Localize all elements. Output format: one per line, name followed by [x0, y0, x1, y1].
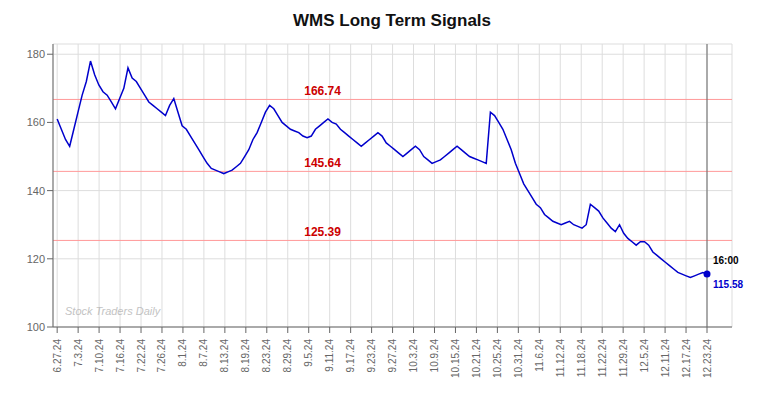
svg-text:160: 160 [27, 116, 45, 128]
svg-text:7.16.24: 7.16.24 [115, 339, 126, 373]
svg-text:100: 100 [27, 321, 45, 333]
svg-text:11.29.24: 11.29.24 [618, 339, 629, 378]
svg-text:9.5.24: 9.5.24 [303, 339, 314, 367]
svg-text:10.31.24: 10.31.24 [513, 339, 524, 378]
svg-text:8.7.24: 8.7.24 [198, 339, 209, 367]
svg-text:9.27.24: 9.27.24 [387, 339, 398, 373]
svg-text:8.29.24: 8.29.24 [282, 339, 293, 373]
svg-text:115.58: 115.58 [713, 279, 743, 290]
svg-text:8.1.24: 8.1.24 [177, 339, 188, 367]
svg-text:8.19.24: 8.19.24 [240, 339, 251, 373]
svg-text:140: 140 [27, 185, 45, 197]
svg-text:12.17.24: 12.17.24 [681, 339, 692, 378]
svg-text:8.23.24: 8.23.24 [261, 339, 272, 373]
svg-text:16:00: 16:00 [713, 255, 739, 266]
svg-text:7.3.24: 7.3.24 [73, 339, 84, 367]
svg-text:7.22.24: 7.22.24 [136, 339, 147, 373]
svg-text:10.9.24: 10.9.24 [429, 339, 440, 373]
svg-text:6.27.24: 6.27.24 [52, 339, 63, 373]
svg-text:11.6.24: 11.6.24 [534, 339, 545, 372]
svg-text:10.3.24: 10.3.24 [408, 339, 419, 373]
svg-text:12.5.24: 12.5.24 [639, 339, 650, 373]
html-text:WMS Long Term Signals: WMS Long Term Signals [293, 11, 491, 30]
svg-text:145.64: 145.64 [304, 156, 341, 170]
svg-text:11.18.24: 11.18.24 [576, 339, 587, 378]
svg-text:166.74: 166.74 [304, 84, 341, 98]
svg-text:10.21.24: 10.21.24 [471, 339, 482, 378]
svg-text:11.22.24: 11.22.24 [597, 339, 608, 378]
svg-text:9.11.24: 9.11.24 [324, 339, 335, 372]
svg-text:120: 120 [27, 253, 45, 265]
svg-text:8.13.24: 8.13.24 [219, 339, 230, 373]
svg-text:10.25.24: 10.25.24 [492, 339, 503, 378]
svg-text:9.23.24: 9.23.24 [366, 339, 377, 373]
svg-text:125.39: 125.39 [304, 225, 341, 239]
svg-text:7.26.24: 7.26.24 [156, 339, 167, 373]
svg-text:12.23.24: 12.23.24 [702, 339, 713, 378]
svg-text:180: 180 [27, 48, 45, 60]
svg-text:7.10.24: 7.10.24 [94, 339, 105, 373]
svg-text:10.15.24: 10.15.24 [450, 339, 461, 378]
html-text:Stock Traders Daily: Stock Traders Daily [65, 305, 161, 317]
svg-text:9.17.24: 9.17.24 [345, 339, 356, 373]
svg-text:11.12.24: 11.12.24 [555, 339, 566, 378]
svg-text:12.11.24: 12.11.24 [660, 339, 671, 378]
